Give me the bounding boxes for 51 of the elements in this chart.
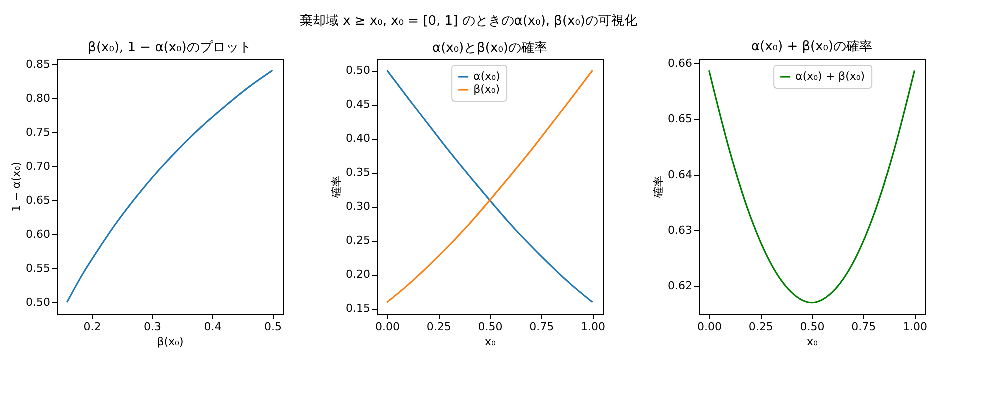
y-axis-title: 確率 — [330, 176, 344, 199]
x-tick-label: 0.25 — [748, 320, 774, 334]
y-axis-title: 1 − α(x₀) — [10, 162, 24, 212]
x-tick-label: 1.00 — [902, 320, 928, 334]
y-tick-label: 0.40 — [346, 132, 370, 146]
x-tick-label: 0.50 — [800, 320, 825, 334]
x-tick-label: 0.00 — [698, 320, 722, 334]
line-series — [66, 70, 274, 304]
y-tick-label: 0.20 — [346, 268, 370, 282]
x-tick-label: 1.00 — [580, 320, 606, 334]
line-series — [386, 70, 594, 304]
y-tick-label: 0.75 — [26, 126, 50, 139]
y-tick-label: 0.64 — [668, 168, 692, 182]
x-axis-title: x₀ — [807, 336, 819, 348]
x-tick-label: 0.5 — [264, 320, 282, 334]
y-tick-label: 0.60 — [26, 228, 50, 241]
x-axis-title: β(x₀) — [157, 336, 184, 348]
legend-label: β(x₀) — [474, 83, 500, 96]
y-tick-label: 0.65 — [26, 194, 50, 207]
legend-label: α(x₀) — [474, 70, 500, 83]
legend-label: α(x₀) + β(x₀) — [796, 70, 866, 83]
x-tick-label: 0.3 — [144, 320, 162, 334]
chart-title: α(x₀)とβ(x₀)の確率 — [432, 40, 548, 56]
text: 棄却域 x ≥ x₀, x₀ = [0, 1] のときのα(x₀), β(x₀)の可視化 — [300, 12, 638, 29]
x-tick-label: 0.50 — [478, 320, 503, 334]
y-tick-label: 0.15 — [346, 302, 370, 316]
x-tick-label: 0.75 — [852, 320, 876, 334]
x-tick-label: 0.25 — [426, 320, 452, 334]
y-tick-label: 0.85 — [26, 58, 50, 71]
y-tick-label: 0.63 — [668, 224, 692, 237]
x-tick-label: 0.4 — [204, 320, 222, 334]
line-series — [708, 70, 916, 304]
y-tick-label: 0.65 — [668, 112, 692, 126]
y-tick-label: 0.30 — [346, 200, 370, 214]
x-tick-label: 0.2 — [84, 320, 102, 334]
y-tick-label: 0.55 — [26, 262, 50, 275]
x-axis-title: x₀ — [485, 336, 497, 348]
x-tick-label: 0.75 — [530, 320, 554, 334]
y-tick-label: 0.66 — [668, 56, 692, 70]
x-tick-label: 0.00 — [376, 320, 400, 334]
chart-title: α(x₀) + β(x₀)の確率 — [751, 38, 873, 54]
chart-title: β(x₀), 1 − α(x₀)のプロット — [88, 40, 252, 56]
y-tick-label: 0.45 — [346, 98, 370, 112]
y-tick-label: 0.70 — [26, 160, 50, 173]
y-tick-label: 0.62 — [668, 280, 692, 293]
y-tick-label: 0.50 — [26, 296, 50, 309]
y-tick-label: 0.80 — [26, 92, 50, 105]
y-tick-label: 0.25 — [346, 234, 370, 248]
y-axis-title: 確率 — [652, 176, 666, 199]
y-tick-label: 0.50 — [346, 64, 370, 78]
y-tick-label: 0.35 — [346, 166, 370, 180]
